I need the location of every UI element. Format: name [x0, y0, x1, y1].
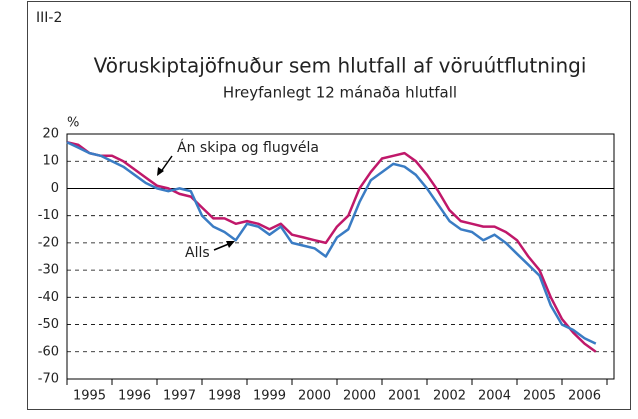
y-tick-label: -30 — [38, 263, 59, 278]
x-tick-label: 2006 — [568, 389, 601, 404]
x-tick-label: 2002 — [433, 389, 466, 404]
figure-label: III-2 — [36, 10, 62, 26]
annotation: Án skipa og flugvéla — [177, 139, 319, 156]
y-tick-label: 20 — [42, 127, 59, 142]
plot-frame — [66, 133, 615, 380]
y-tick-label: -60 — [38, 344, 59, 359]
annotation-arrowhead — [157, 167, 164, 176]
chart-subtitle: Hreyfanlegt 12 mánaða hlutfall — [223, 84, 457, 102]
x-tick-label: 2001 — [388, 389, 421, 404]
x-tick-label: 2004 — [478, 389, 511, 404]
x-tick-label: 1998 — [208, 389, 241, 404]
y-axis-label: % — [67, 116, 79, 131]
chart-title: Vöruskiptajöfnuður sem hlutfall af vöruú… — [94, 54, 587, 78]
x-tick-label: 1995 — [73, 389, 106, 404]
y-tick-label: -70 — [38, 372, 59, 387]
series-line — [66, 141, 597, 345]
annotation: Alls — [185, 245, 210, 261]
x-tick-label: 2000 — [298, 389, 331, 404]
y-tick-label: -20 — [38, 235, 59, 250]
y-tick-label: -40 — [38, 290, 59, 305]
y-tick-label: 10 — [42, 154, 59, 169]
y-tick-label: -50 — [38, 317, 59, 332]
x-tick-label: 2005 — [523, 389, 556, 404]
y-tick-label: -10 — [38, 208, 59, 223]
y-tick-label: 0 — [51, 181, 59, 196]
x-tick-label: 1996 — [118, 389, 151, 404]
frame — [27, 1, 631, 410]
series-line — [66, 140, 597, 353]
x-tick-label: 1997 — [163, 389, 196, 404]
x-tick-label: 1999 — [253, 389, 286, 404]
x-tick-label: 2000 — [343, 389, 376, 404]
